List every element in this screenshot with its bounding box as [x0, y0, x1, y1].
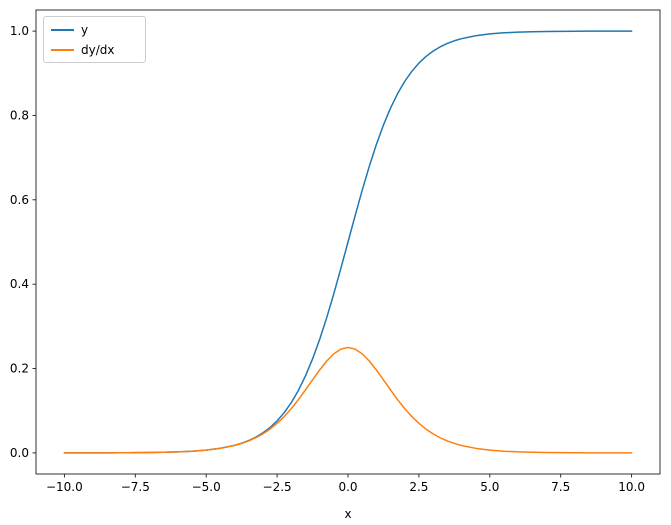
y-tick-label: 0.0: [10, 446, 29, 460]
x-axis-label: x: [344, 507, 352, 521]
y-tick-label: 0.8: [10, 108, 29, 122]
x-tick-label: −5.0: [192, 480, 221, 494]
x-tick-label: 2.5: [409, 480, 428, 494]
y-tick-label: 0.2: [10, 362, 29, 376]
legend-label-y: y: [81, 22, 89, 37]
legend-line-dydx-icon: [51, 48, 74, 51]
legend-line-y-icon: [51, 28, 74, 31]
y-tick-label: 0.6: [10, 193, 29, 207]
legend-item-dydx: dy/dx: [51, 42, 137, 57]
x-tick-label: 7.5: [551, 480, 570, 494]
legend: y dy/dx: [43, 16, 146, 63]
legend-label-dydx: dy/dx: [81, 42, 115, 57]
x-tick-label: −10.0: [46, 480, 83, 494]
x-tick-label: 5.0: [480, 480, 499, 494]
legend-item-y: y: [51, 22, 137, 37]
x-tick-label: 0.0: [338, 480, 357, 494]
y-tick-label: 0.4: [10, 277, 29, 291]
x-tick-label: −7.5: [121, 480, 150, 494]
series-line-dydx: [63, 346, 633, 454]
x-tick-label: −2.5: [263, 480, 292, 494]
x-tick-label: 10.0: [618, 480, 645, 494]
y-tick-label: 1.0: [10, 24, 29, 38]
